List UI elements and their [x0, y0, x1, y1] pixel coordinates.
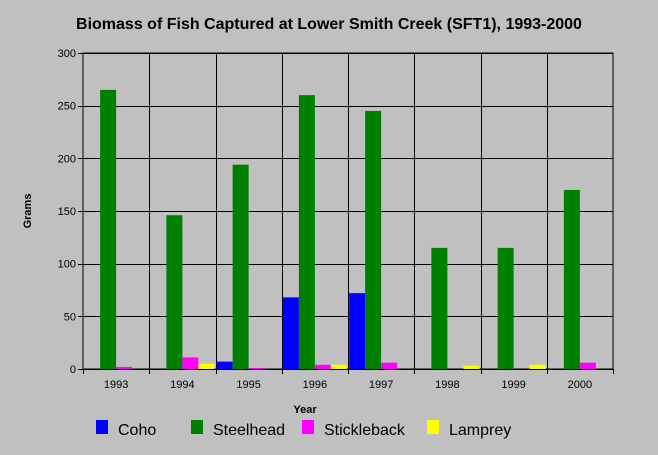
y-tick-label: 100 [58, 259, 76, 271]
bar-stickleback-1993 [116, 366, 133, 369]
x-axis-label: Year [293, 404, 317, 416]
legend-swatch-coho [96, 420, 108, 434]
bar-lamprey-1999 [529, 364, 546, 369]
bar-lamprey-1996 [330, 364, 347, 369]
x-tick-label: 1996 [303, 379, 327, 391]
legend-label-coho: Coho [118, 422, 156, 439]
bar-stickleback-1997 [381, 362, 398, 369]
x-tick-label: 1994 [170, 379, 194, 391]
x-tick-label: 1997 [369, 379, 393, 391]
x-tick-label: 1995 [236, 379, 260, 391]
legend-label-lamprey: Lamprey [449, 422, 511, 439]
bar-coho-1995 [216, 361, 233, 369]
x-axis-ticks: 1993 1994 1995 1996 1997 1998 1999 2000 [83, 369, 614, 391]
bar-stickleback-1996 [314, 364, 331, 369]
y-tick-label: 150 [58, 206, 76, 218]
bar-lamprey-1994 [198, 363, 215, 369]
y-tick-label: 0 [70, 364, 76, 376]
bar-coho-1997 [349, 293, 366, 369]
bar-coho-1996 [282, 297, 299, 369]
y-tick-label: 50 [64, 311, 76, 323]
bar-stickleback-1994 [182, 357, 199, 369]
bar-steelhead-2000 [563, 189, 580, 369]
bar-steelhead-1997 [365, 110, 382, 369]
bar-steelhead-1994 [166, 215, 183, 369]
x-tick-label: 2000 [568, 379, 592, 391]
bar-stickleback-1995 [248, 367, 265, 369]
y-tick-label: 200 [58, 153, 76, 165]
legend-swatch-stickleback [302, 420, 314, 434]
bar-steelhead-1993 [100, 89, 117, 369]
legend-swatch-steelhead [191, 420, 203, 434]
legend-label-stickleback: Stickleback [324, 422, 406, 439]
bars [100, 89, 596, 369]
bar-lamprey-1998 [463, 365, 480, 369]
bar-steelhead-1995 [232, 164, 249, 369]
x-tick-label: 1998 [435, 379, 459, 391]
x-tick-label: 1999 [501, 379, 525, 391]
y-axis-label: Grams [22, 194, 34, 229]
y-axis-ticks: 0 50 100 150 200 250 300 [58, 48, 83, 376]
x-tick-label: 1993 [104, 379, 128, 391]
bar-steelhead-1996 [298, 95, 315, 369]
chart-title: Biomass of Fish Captured at Lower Smith … [76, 16, 582, 33]
legend-label-steelhead: Steelhead [213, 422, 285, 439]
legend: Coho Steelhead Stickleback Lamprey [96, 420, 511, 439]
bar-steelhead-1999 [497, 247, 514, 369]
y-tick-label: 250 [58, 101, 76, 113]
legend-swatch-lamprey [427, 420, 439, 434]
bar-stickleback-2000 [579, 362, 596, 369]
bar-steelhead-1998 [431, 247, 448, 369]
y-tick-label: 300 [58, 48, 76, 60]
